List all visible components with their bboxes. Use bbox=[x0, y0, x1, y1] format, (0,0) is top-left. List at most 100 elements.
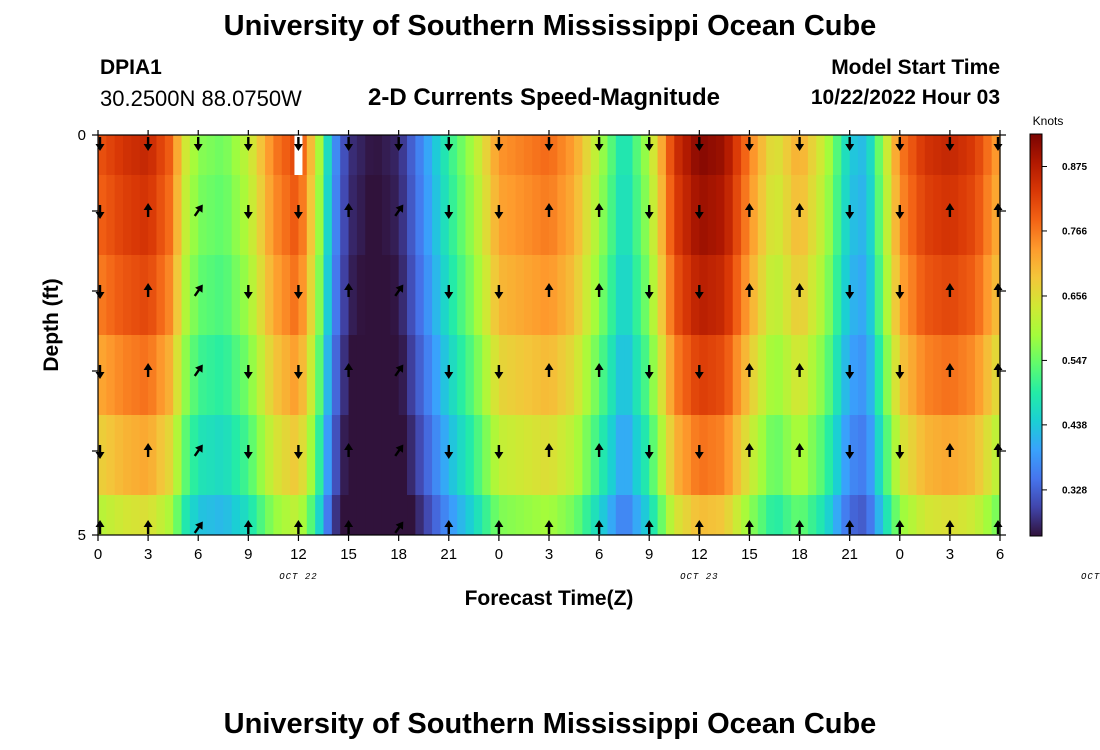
heatmap-cell bbox=[582, 135, 592, 175]
heatmap-cell bbox=[574, 135, 584, 175]
heatmap-cell bbox=[899, 255, 909, 335]
heatmap-cell bbox=[490, 415, 500, 495]
heatmap-cell bbox=[983, 415, 993, 495]
heatmap-cell bbox=[515, 135, 525, 175]
heatmap-cell bbox=[991, 255, 1001, 335]
heatmap-cell bbox=[949, 495, 959, 535]
heatmap-cell bbox=[381, 135, 391, 175]
heatmap-cell bbox=[565, 135, 575, 175]
heatmap-cell bbox=[774, 335, 784, 415]
heatmap-cell bbox=[974, 175, 984, 255]
heatmap-cell bbox=[816, 135, 826, 175]
heatmap-cell bbox=[599, 255, 609, 335]
heatmap-cell bbox=[482, 255, 492, 335]
current-arrow bbox=[243, 285, 253, 299]
heatmap-cell bbox=[807, 495, 817, 535]
heatmap-cell bbox=[523, 495, 533, 535]
heatmap-cell bbox=[732, 335, 742, 415]
current-direction-arrows bbox=[95, 137, 1003, 534]
heatmap-cell bbox=[415, 135, 425, 175]
colorbar-tick-label: 0.656 bbox=[1062, 291, 1087, 302]
heatmap-cell bbox=[131, 335, 141, 415]
heatmap-cell bbox=[290, 255, 300, 335]
heatmap-cell bbox=[498, 495, 508, 535]
heatmap-cell bbox=[198, 495, 208, 535]
heatmap-cell bbox=[340, 415, 350, 495]
heatmap-cell bbox=[716, 255, 725, 335]
heatmap-cell bbox=[398, 175, 408, 255]
heatmap-cell bbox=[565, 495, 575, 535]
heatmap-cell bbox=[590, 415, 600, 495]
heatmap-cell bbox=[365, 175, 375, 255]
x-tick-label: 18 bbox=[390, 546, 407, 563]
heatmap-cell bbox=[624, 175, 634, 255]
heatmap-cell bbox=[724, 255, 734, 335]
heatmap-cell bbox=[849, 255, 859, 335]
current-arrow bbox=[694, 520, 704, 534]
heatmap-cell bbox=[131, 495, 141, 535]
heatmap-cell bbox=[574, 495, 584, 535]
heatmap-cell bbox=[515, 495, 525, 535]
heatmap-cell bbox=[306, 135, 316, 175]
heatmap-cell bbox=[832, 495, 842, 535]
heatmap-cell bbox=[757, 255, 767, 335]
heatmap-cell bbox=[732, 415, 742, 495]
heatmap-cell bbox=[123, 415, 133, 495]
heatmap-cell bbox=[941, 175, 951, 255]
heatmap-cell bbox=[273, 175, 283, 255]
heatmap-cell bbox=[540, 255, 550, 335]
heatmap-cell bbox=[423, 415, 433, 495]
heatmap-cell bbox=[757, 175, 767, 255]
plot-title: 2-D Currents Speed-Magnitude bbox=[368, 84, 721, 111]
heatmap-cell bbox=[958, 495, 968, 535]
current-arrow bbox=[143, 443, 153, 457]
heatmap-cell bbox=[841, 415, 851, 495]
heatmap-cell bbox=[532, 255, 542, 335]
heatmap-cell bbox=[899, 175, 909, 255]
current-arrow bbox=[744, 443, 754, 457]
heatmap-cell bbox=[665, 495, 675, 535]
current-arrow bbox=[945, 443, 955, 457]
current-arrow bbox=[644, 137, 654, 151]
heatmap-cell bbox=[958, 175, 968, 255]
heatmap-cell bbox=[532, 495, 542, 535]
heatmap-cell bbox=[306, 255, 316, 335]
heatmap-cell bbox=[189, 495, 199, 535]
heatmap-cell bbox=[607, 335, 617, 415]
date-label: OCT 22 bbox=[279, 572, 317, 582]
current-arrow bbox=[293, 137, 303, 151]
heatmap-cell bbox=[757, 335, 767, 415]
heatmap-cell bbox=[356, 495, 366, 535]
heatmap-cell bbox=[557, 175, 567, 255]
heatmap-cell bbox=[523, 415, 533, 495]
heatmap-cell bbox=[741, 135, 751, 175]
heatmap-cell bbox=[315, 415, 325, 495]
heatmap-cell bbox=[373, 415, 383, 495]
heatmap-cell bbox=[582, 335, 592, 415]
heatmap-cell bbox=[632, 255, 642, 335]
heatmap-cell bbox=[498, 175, 508, 255]
heatmap-cell bbox=[707, 135, 717, 175]
heatmap-cell bbox=[574, 255, 584, 335]
heatmap-cell bbox=[741, 255, 751, 335]
current-arrow bbox=[795, 137, 805, 151]
current-arrow bbox=[945, 363, 955, 377]
heatmap-cell bbox=[465, 135, 475, 175]
heatmap-cell bbox=[891, 495, 901, 535]
heatmap-cell bbox=[148, 255, 158, 335]
heatmap-cell bbox=[582, 495, 592, 535]
heatmap-cell bbox=[265, 135, 274, 175]
current-arrow bbox=[193, 444, 203, 457]
current-arrow bbox=[243, 205, 253, 219]
heatmap-cell bbox=[198, 135, 208, 175]
heatmap-cell bbox=[649, 175, 659, 255]
heatmap-cell bbox=[699, 335, 709, 415]
heatmap-cell bbox=[214, 175, 224, 255]
heatmap-cell bbox=[682, 415, 692, 495]
heatmap-cell bbox=[223, 255, 233, 335]
current-arrow bbox=[895, 445, 905, 459]
current-arrow bbox=[193, 204, 203, 217]
heatmap-cell bbox=[365, 495, 375, 535]
colorbar: Knots 0.328 0.438 0.547 0.656 0.766 0.875 bbox=[1029, 114, 1087, 537]
heatmap-cell bbox=[874, 175, 884, 255]
